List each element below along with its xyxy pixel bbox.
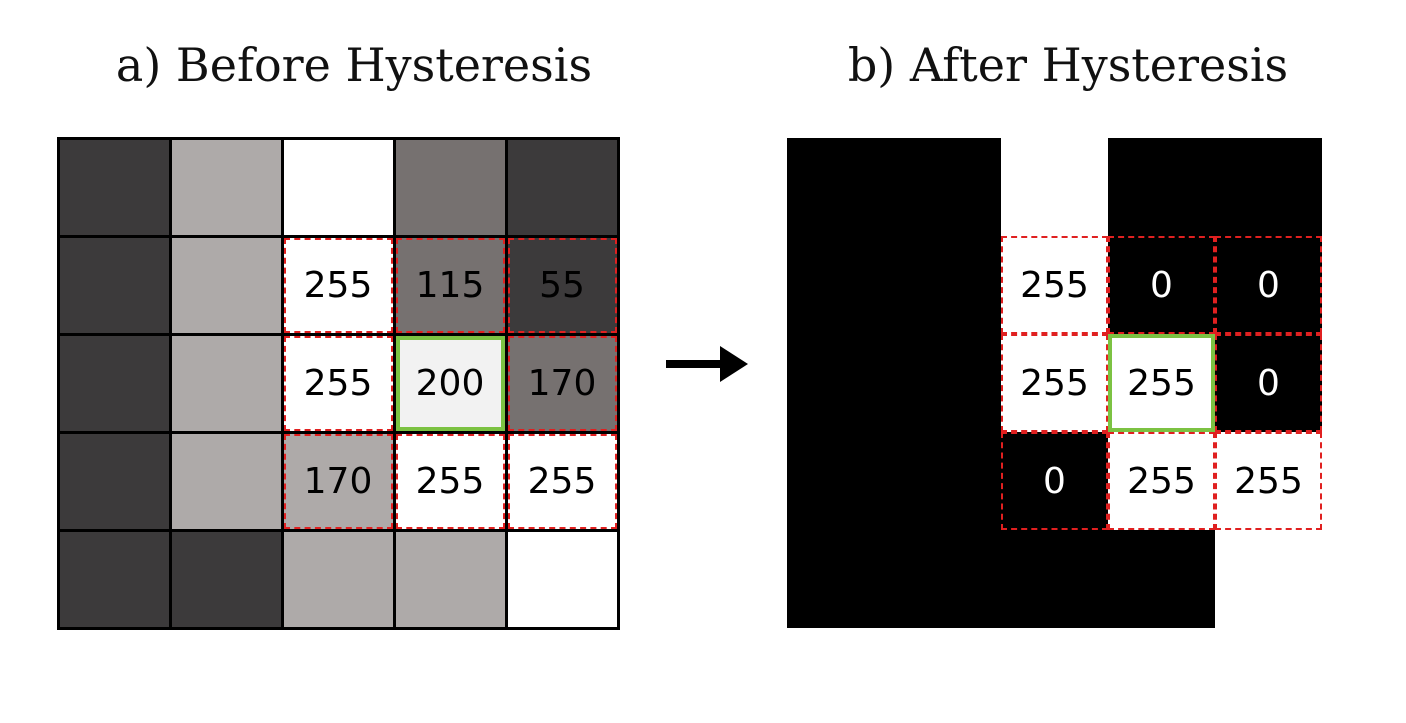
before-cell-value: 115 bbox=[415, 264, 485, 306]
after-cell-r3-c3: 255 bbox=[1108, 432, 1215, 530]
before-cell-value: 255 bbox=[303, 264, 373, 306]
before-cell-r3-c2: 170 bbox=[280, 430, 396, 532]
before-hysteresis-title: a) Before Hysteresis bbox=[115, 38, 593, 92]
after-cell-value: 0 bbox=[1150, 264, 1173, 306]
after-cell-r2-c0 bbox=[787, 334, 894, 432]
after-cell-value: 255 bbox=[1020, 362, 1089, 404]
after-cell-r2-c3: 255 bbox=[1108, 334, 1215, 432]
after-cell-r3-c4: 255 bbox=[1215, 432, 1322, 530]
before-cell-value: 55 bbox=[539, 264, 585, 306]
before-cell-r4-c2 bbox=[280, 528, 396, 630]
after-cell-r1-c2: 255 bbox=[1001, 236, 1108, 334]
after-cell-r0-c4 bbox=[1215, 138, 1322, 236]
before-cell-value: 170 bbox=[303, 460, 373, 502]
before-cell-value: 200 bbox=[415, 362, 485, 404]
before-cell-value: 255 bbox=[303, 362, 373, 404]
after-cell-r3-c0 bbox=[787, 432, 894, 530]
before-cell-r0-c0 bbox=[56, 136, 172, 238]
after-cell-value: 0 bbox=[1257, 264, 1280, 306]
after-cell-r1-c3: 0 bbox=[1108, 236, 1215, 334]
before-cell-r3-c3: 255 bbox=[392, 430, 508, 532]
after-cell-value: 255 bbox=[1020, 264, 1089, 306]
before-cell-value: 255 bbox=[415, 460, 485, 502]
after-cell-r1-c0 bbox=[787, 236, 894, 334]
before-cell-r4-c4 bbox=[504, 528, 620, 630]
after-hysteresis-title: b) After Hysteresis bbox=[847, 38, 1289, 92]
right-arrow-icon bbox=[666, 346, 748, 382]
before-cell-r4-c3 bbox=[392, 528, 508, 630]
before-cell-r0-c2 bbox=[280, 136, 396, 238]
before-cell-r2-c3: 200 bbox=[392, 332, 508, 434]
before-cell-r4-c0 bbox=[56, 528, 172, 630]
before-cell-r1-c3: 115 bbox=[392, 234, 508, 336]
after-cell-r1-c4: 0 bbox=[1215, 236, 1322, 334]
before-cell-r1-c0 bbox=[56, 234, 172, 336]
after-grid: 255 0 0 255 255 0 0 255 255 bbox=[787, 138, 1349, 628]
before-cell-r3-c1 bbox=[168, 430, 284, 532]
before-cell-r0-c3 bbox=[392, 136, 508, 238]
before-cell-r1-c2: 255 bbox=[280, 234, 396, 336]
after-cell-value: 255 bbox=[1234, 460, 1303, 502]
before-cell-r0-c1 bbox=[168, 136, 284, 238]
after-cell-r4-c4 bbox=[1215, 530, 1322, 628]
after-cell-r1-c1 bbox=[894, 236, 1001, 334]
before-cell-r2-c4: 170 bbox=[504, 332, 620, 434]
after-cell-r2-c1 bbox=[894, 334, 1001, 432]
after-cell-r0-c3 bbox=[1108, 138, 1215, 236]
after-cell-r2-c2: 255 bbox=[1001, 334, 1108, 432]
after-cell-r3-c1 bbox=[894, 432, 1001, 530]
after-cell-r4-c2 bbox=[1001, 530, 1108, 628]
after-cell-r4-c0 bbox=[787, 530, 894, 628]
before-cell-value: 255 bbox=[527, 460, 597, 502]
before-cell-r4-c1 bbox=[168, 528, 284, 630]
after-cell-r4-c3 bbox=[1108, 530, 1215, 628]
after-cell-r0-c2 bbox=[1001, 138, 1108, 236]
before-cell-r1-c4: 55 bbox=[504, 234, 620, 336]
before-cell-r1-c1 bbox=[168, 234, 284, 336]
before-cell-r2-c2: 255 bbox=[280, 332, 396, 434]
after-cell-value: 255 bbox=[1127, 362, 1196, 404]
before-cell-value: 170 bbox=[527, 362, 597, 404]
after-cell-value: 255 bbox=[1127, 460, 1196, 502]
before-cell-r3-c4: 255 bbox=[504, 430, 620, 532]
before-cell-r2-c1 bbox=[168, 332, 284, 434]
before-cell-r3-c0 bbox=[56, 430, 172, 532]
after-cell-r4-c1 bbox=[894, 530, 1001, 628]
after-cell-r0-c1 bbox=[894, 138, 1001, 236]
before-cell-r2-c0 bbox=[56, 332, 172, 434]
after-cell-r2-c4: 0 bbox=[1215, 334, 1322, 432]
before-grid: 255 115 55 255 200 170 170 255 255 bbox=[56, 136, 620, 630]
after-cell-r0-c0 bbox=[787, 138, 894, 236]
after-cell-value: 0 bbox=[1257, 362, 1280, 404]
after-cell-r3-c2: 0 bbox=[1001, 432, 1108, 530]
after-cell-value: 0 bbox=[1043, 460, 1066, 502]
before-cell-r0-c4 bbox=[504, 136, 620, 238]
